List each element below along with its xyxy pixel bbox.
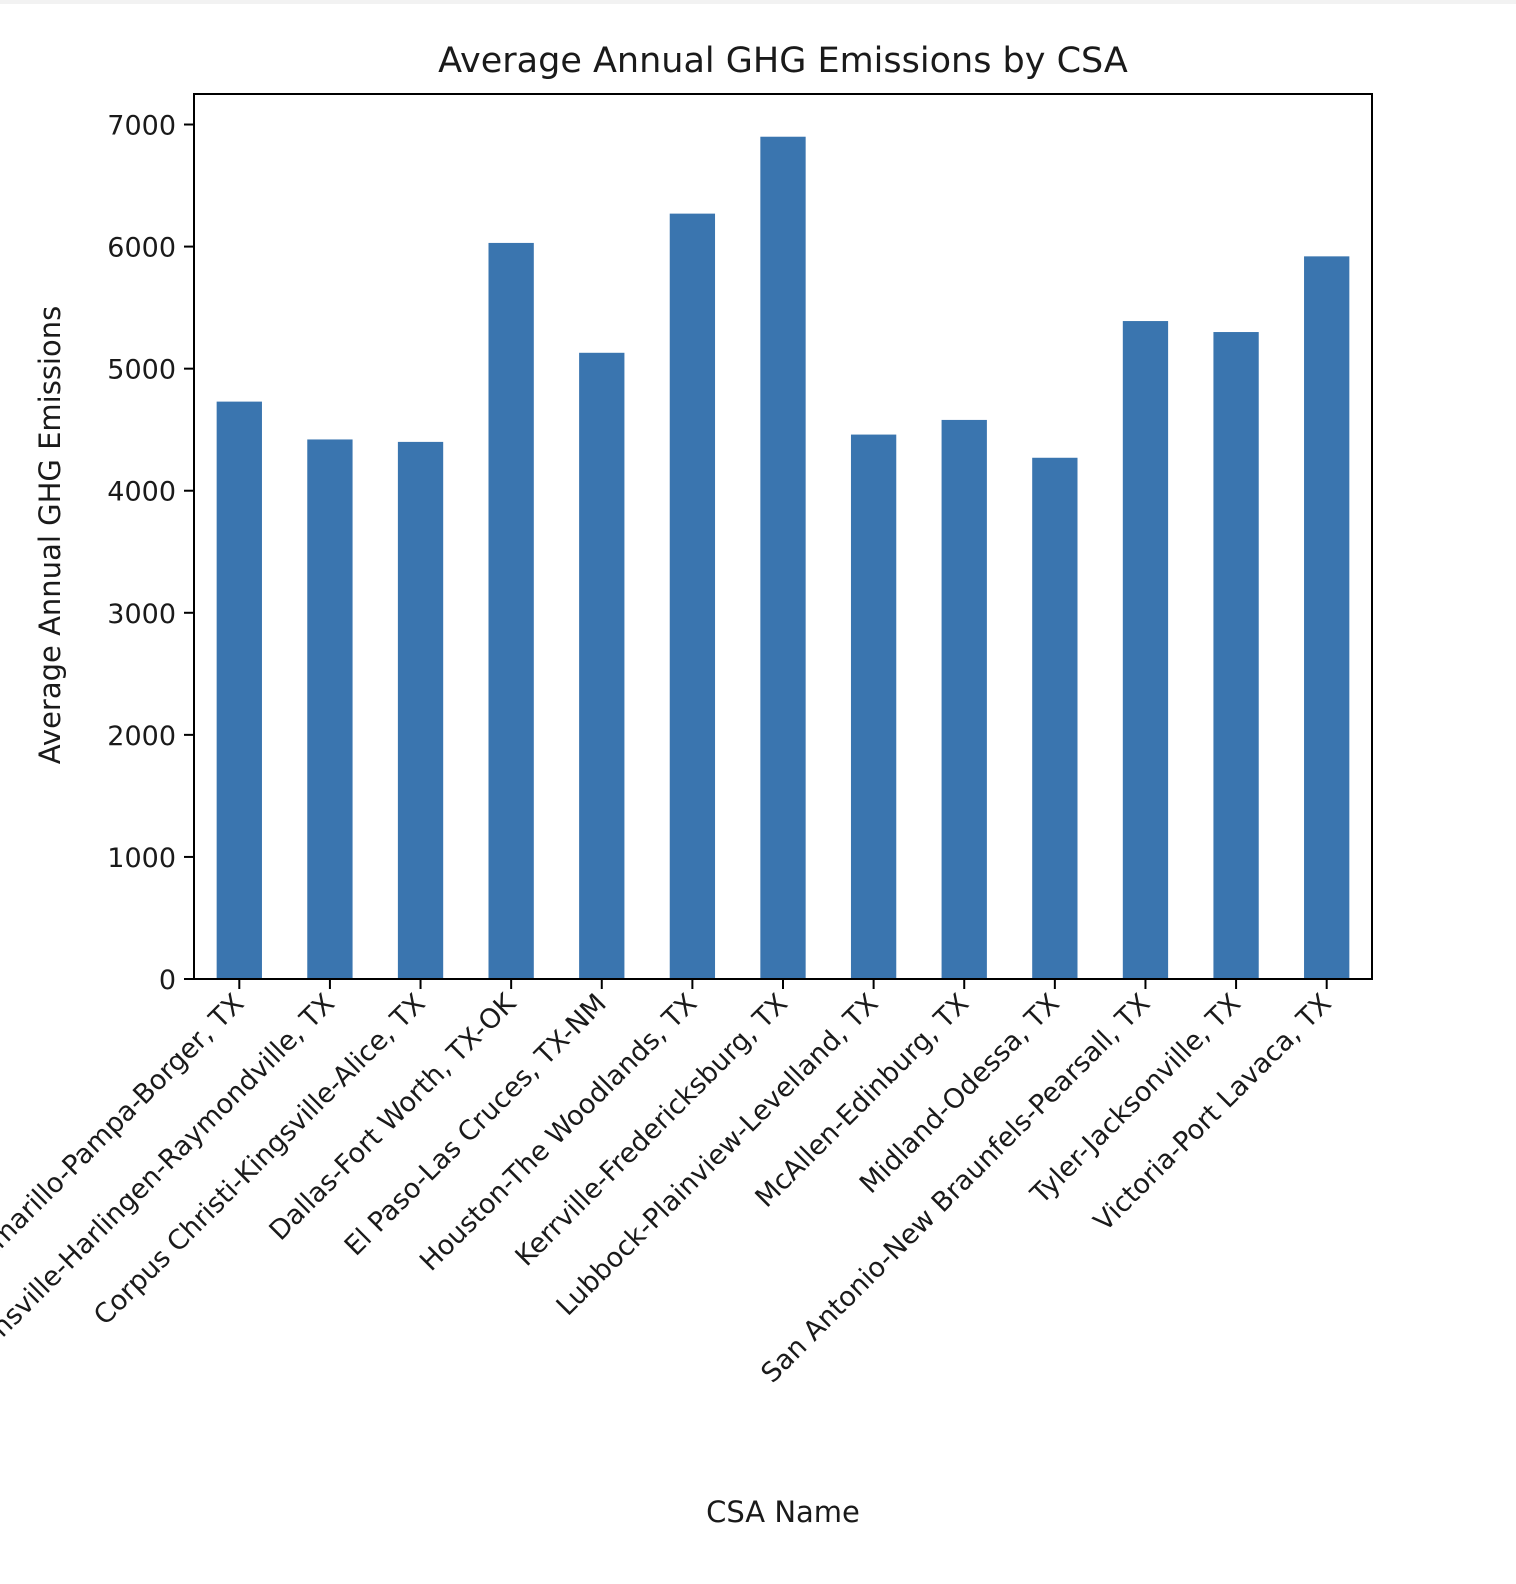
- x-axis-label: CSA Name: [706, 1495, 860, 1529]
- bar: [397, 441, 444, 979]
- bar: [579, 352, 625, 979]
- bar: [1213, 332, 1259, 979]
- bar: [307, 439, 353, 979]
- y-tick-label: 7000: [107, 111, 176, 142]
- y-tick-label: 4000: [107, 477, 176, 508]
- y-axis-label: Average Annual GHG Emissions: [33, 306, 67, 764]
- chart-title: Average Annual GHG Emissions by CSA: [438, 41, 1128, 81]
- bar: [1032, 457, 1078, 979]
- bar: [488, 242, 534, 979]
- y-tick-label: 3000: [107, 599, 176, 630]
- y-tick-label: 2000: [107, 721, 176, 752]
- bar: [850, 434, 897, 980]
- y-tick-label: 0: [159, 965, 176, 996]
- bar: [1122, 321, 1169, 979]
- bar: [760, 136, 806, 980]
- bar: [1304, 256, 1350, 980]
- bar: [941, 419, 987, 979]
- x-tick-label: Corpus Christi-Kingsville-Alice, TX: [88, 988, 431, 1331]
- bar: [216, 401, 262, 980]
- x-tick-label: Lubbock-Plainview-Levelland, TX: [551, 988, 885, 1322]
- y-tick-label: 5000: [107, 355, 176, 386]
- y-tick-label: 1000: [107, 843, 176, 874]
- bar: [669, 213, 716, 980]
- top-border: [0, 0, 1516, 4]
- plot-area: 01000200030004000500060007000Amarillo-Pa…: [0, 93, 1373, 1391]
- y-tick-label: 6000: [107, 233, 176, 264]
